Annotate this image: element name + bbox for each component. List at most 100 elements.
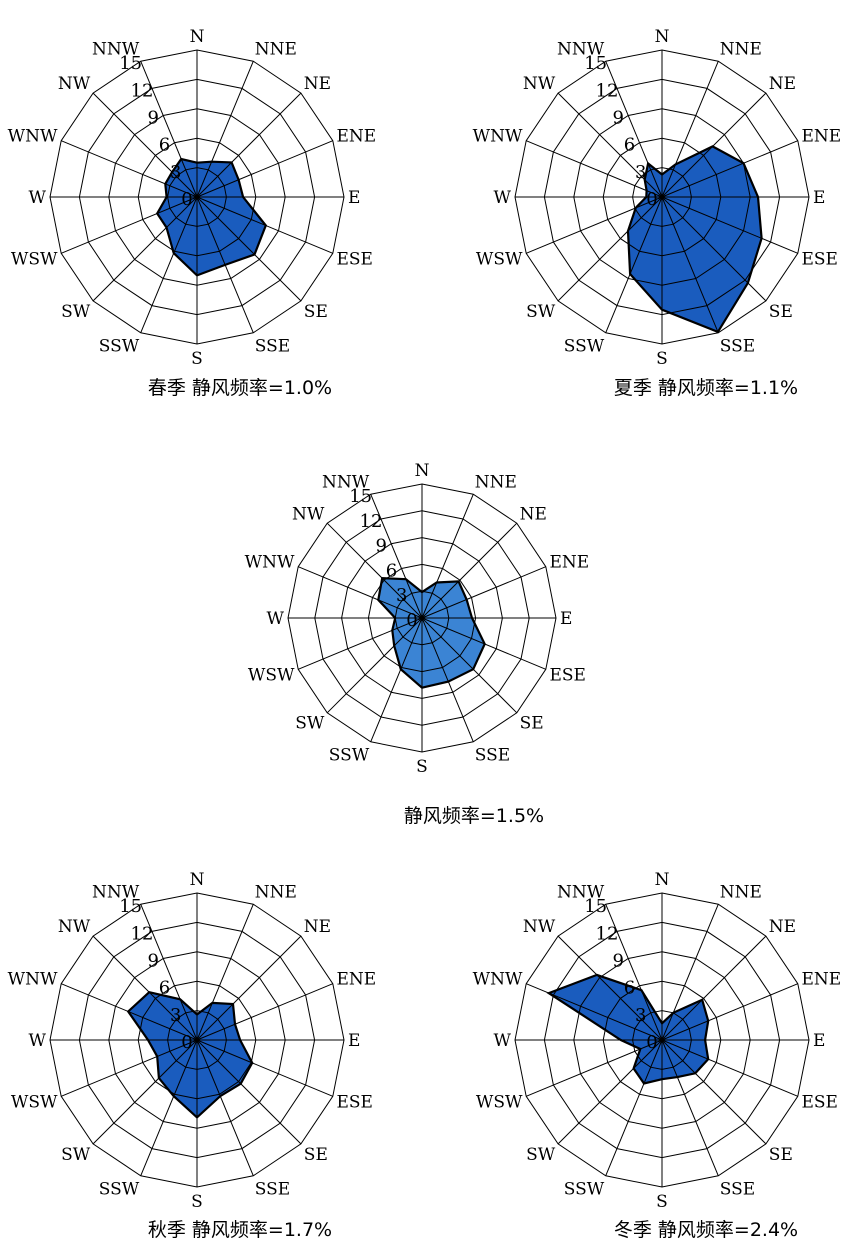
direction-label-SSW: SSW	[564, 1180, 605, 1200]
ring-label: 15	[584, 53, 607, 74]
ring-label: 12	[360, 511, 383, 532]
direction-label-NW: NW	[523, 74, 556, 94]
rose-caption: 春季 静风频率=1.0%	[148, 377, 332, 399]
direction-label-ESE: ESE	[550, 666, 586, 686]
spoke-NE	[196, 92, 302, 198]
rose-caption: 夏季 静风频率=1.1%	[614, 377, 798, 399]
direction-label-E: E	[348, 1031, 360, 1051]
direction-label-W: W	[29, 188, 47, 208]
spoke-NNW	[605, 61, 663, 198]
direction-label-NW: NW	[58, 74, 91, 94]
direction-label-N: N	[190, 27, 205, 47]
direction-label-SE: SE	[304, 1145, 328, 1165]
direction-label-W: W	[494, 188, 512, 208]
spoke-ENE	[196, 140, 333, 198]
direction-label-E: E	[813, 1031, 825, 1051]
spoke-ENE	[661, 140, 798, 198]
spoke-ESE	[661, 1039, 798, 1097]
spoke-WNW	[61, 983, 198, 1041]
direction-label-SSW: SSW	[99, 337, 140, 357]
spoke-SW	[92, 196, 198, 302]
direction-label-N: N	[415, 461, 430, 481]
direction-label-E: E	[813, 188, 825, 208]
ring-label: 9	[612, 108, 623, 129]
ring-label: 15	[119, 896, 142, 917]
spoke-NW	[92, 935, 198, 1041]
ring-label: 12	[596, 80, 619, 101]
direction-label-NW: NW	[58, 917, 91, 937]
ring-label: 0	[406, 610, 417, 631]
direction-label-ESE: ESE	[337, 250, 373, 270]
spoke-SSE	[661, 196, 719, 333]
spoke-ESE	[196, 1039, 333, 1097]
direction-label-NW: NW	[292, 504, 325, 524]
spoke-NE	[421, 522, 518, 619]
spoke-NNE	[196, 904, 254, 1041]
spoke-NNE	[196, 61, 254, 198]
spoke-NNW	[140, 904, 198, 1041]
direction-label-E: E	[348, 188, 360, 208]
direction-label-ENE: ENE	[337, 126, 377, 146]
direction-label-ESE: ESE	[802, 1093, 838, 1113]
direction-label-NNW: NNW	[557, 39, 605, 59]
direction-label-NE: NE	[304, 917, 331, 937]
spoke-SSW	[140, 196, 198, 333]
spoke-WSW	[298, 617, 423, 670]
spoke-SW	[557, 1039, 663, 1145]
spoke-ESE	[196, 196, 333, 254]
ring-label: 0	[646, 189, 657, 210]
direction-label-SW: SW	[526, 302, 556, 322]
ring-label: 9	[147, 951, 158, 972]
ring-label: 15	[119, 53, 142, 74]
direction-label-ENE: ENE	[802, 126, 842, 146]
direction-label-SE: SE	[769, 1145, 793, 1165]
spoke-ENE	[421, 566, 546, 619]
direction-label-SSE: SSE	[255, 337, 290, 357]
direction-label-WSW: WSW	[476, 1093, 523, 1113]
spoke-SSW	[140, 1039, 198, 1176]
ring-label: 9	[612, 951, 623, 972]
direction-label-WSW: WSW	[11, 1093, 58, 1113]
direction-label-S: S	[191, 1192, 203, 1212]
ring-label: 0	[181, 189, 192, 210]
spoke-SE	[421, 617, 518, 714]
ring-label: 9	[375, 536, 386, 557]
spoke-SE	[196, 196, 302, 302]
spoke-ENE	[661, 983, 798, 1041]
ring-label: 0	[646, 1032, 657, 1053]
direction-label-SSW: SSW	[329, 746, 370, 766]
spoke-ENE	[196, 983, 333, 1041]
direction-label-SSE: SSE	[475, 746, 510, 766]
spoke-SW	[326, 617, 423, 714]
spoke-NW	[557, 935, 663, 1041]
spoke-SW	[92, 1039, 198, 1145]
direction-label-N: N	[655, 27, 670, 47]
spoke-WNW	[61, 140, 198, 198]
spoke-SSE	[661, 1039, 719, 1176]
direction-label-SE: SE	[520, 714, 544, 734]
spoke-WSW	[61, 196, 198, 254]
direction-label-SSE: SSE	[255, 1180, 290, 1200]
ring-label: 0	[181, 1032, 192, 1053]
direction-label-WNW: WNW	[8, 126, 58, 146]
direction-label-WSW: WSW	[11, 250, 58, 270]
spoke-ESE	[421, 617, 546, 670]
ring-label: 12	[131, 80, 154, 101]
direction-label-NNW: NNW	[92, 882, 140, 902]
spoke-SSE	[196, 196, 254, 333]
direction-label-NW: NW	[523, 917, 556, 937]
direction-label-WSW: WSW	[248, 666, 295, 686]
ring-label: 15	[349, 486, 372, 507]
spoke-NNE	[661, 61, 719, 198]
direction-label-S: S	[416, 757, 428, 777]
direction-label-ESE: ESE	[337, 1093, 373, 1113]
spoke-NW	[557, 92, 663, 198]
direction-label-S: S	[191, 349, 203, 369]
direction-label-E: E	[560, 609, 572, 629]
ring-label: 6	[386, 561, 397, 582]
rose-caption: 秋季 静风频率=1.7%	[148, 1219, 332, 1241]
direction-label-SW: SW	[526, 1145, 556, 1165]
ring-label: 6	[159, 978, 170, 999]
